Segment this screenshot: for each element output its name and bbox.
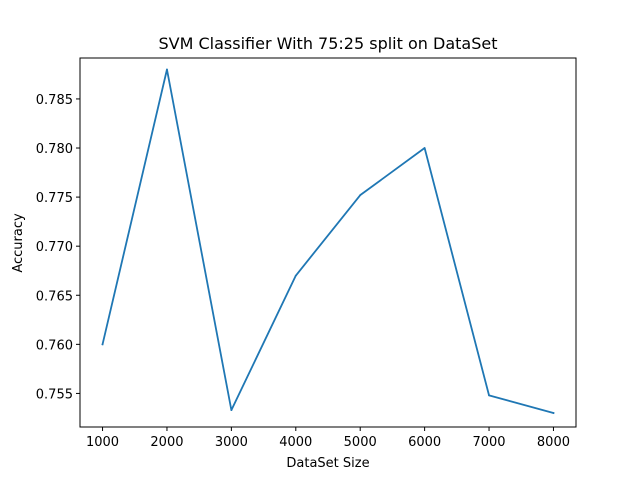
series-layer (101, 68, 555, 415)
x-axis-label: DataSet Size (286, 456, 369, 471)
chart-title: SVM Classifier With 75:25 split on DataS… (159, 34, 498, 53)
x-tick-label: 1000 (86, 435, 119, 450)
plot-frame (79, 57, 577, 428)
x-tick-label: 5000 (344, 435, 377, 450)
data-point (488, 394, 490, 397)
data-point (166, 68, 168, 71)
x-tick-label: 7000 (472, 435, 505, 450)
data-point (359, 194, 362, 197)
data-point (423, 147, 426, 149)
x-tick-label: 4000 (279, 435, 312, 450)
y-tick-label: 0.755 (36, 387, 73, 402)
y-axis-ticks: 0.755 0.760 0.765 0.770 0.775 0.780 0.785 (36, 93, 80, 402)
data-point (552, 412, 555, 414)
x-tick-label: 3000 (215, 435, 248, 450)
x-tick-label: 2000 (150, 435, 183, 450)
y-tick-label: 0.780 (36, 142, 73, 157)
y-tick-label: 0.785 (36, 93, 73, 108)
data-point (294, 274, 297, 277)
series-line (101, 68, 555, 415)
y-tick-label: 0.775 (36, 191, 73, 206)
y-tick-label: 0.760 (36, 338, 73, 353)
y-axis-label: Accuracy (11, 213, 26, 273)
data-point (101, 343, 104, 346)
y-tick-label: 0.765 (36, 289, 73, 304)
data-point (230, 409, 233, 412)
plot-area (79, 57, 577, 428)
x-axis-ticks: 1000 2000 3000 4000 5000 6000 7000 8000 (86, 427, 570, 450)
y-tick-label: 0.770 (36, 240, 73, 255)
x-tick-label: 6000 (408, 435, 441, 450)
x-tick-label: 8000 (537, 435, 570, 450)
